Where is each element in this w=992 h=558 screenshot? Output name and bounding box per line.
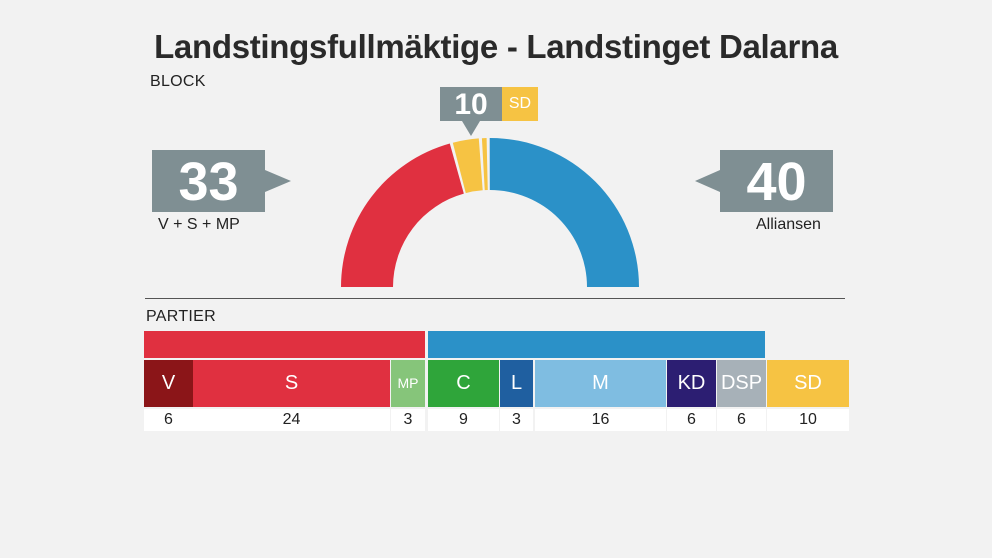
party-seats-c: 9 xyxy=(428,409,499,431)
right-block-seats: 40 xyxy=(720,150,833,212)
left-block-caption: V + S + MP xyxy=(158,216,240,233)
divider-line xyxy=(145,298,845,299)
chart-title: Landstingsfullmäktige - Landstinget Dala… xyxy=(154,28,838,65)
party-seats-kd: 6 xyxy=(667,409,716,431)
group-bar-blue xyxy=(428,331,765,358)
sd-block-seats: 10 xyxy=(440,87,502,121)
party-bar-s: S xyxy=(193,360,390,407)
right-block-caption: Alliansen xyxy=(756,216,821,233)
party-bar-mp: MP xyxy=(391,360,425,407)
party-bar-v: V xyxy=(144,360,193,407)
party-bar-l: L xyxy=(500,360,533,407)
hemicycle-segment-red-block xyxy=(341,143,464,287)
hemicycle-segment-blue-block xyxy=(489,138,639,287)
party-seats-v: 6 xyxy=(144,409,193,431)
hemicycle-segment-sd-sliver xyxy=(481,138,488,191)
hemicycle-chart xyxy=(341,138,639,287)
party-bar-c: C xyxy=(428,360,499,407)
block-section-label: BLOCK xyxy=(150,73,206,90)
party-seats-sd: 10 xyxy=(767,409,849,431)
group-bar-red xyxy=(144,331,425,358)
party-bar-m: M xyxy=(535,360,666,407)
party-bar-sd: SD xyxy=(767,360,849,407)
parties-section-label: PARTIER xyxy=(146,308,216,325)
party-seats-m: 16 xyxy=(535,409,666,431)
right-block-arrow xyxy=(695,170,720,192)
party-bar-kd: KD xyxy=(667,360,716,407)
party-seats-s: 24 xyxy=(193,409,390,431)
party-seats-mp: 3 xyxy=(391,409,425,431)
sd-callout-arrow xyxy=(462,121,480,136)
sd-block-name: SD xyxy=(502,87,538,121)
left-block-arrow xyxy=(265,170,291,192)
party-seats-dsp: 6 xyxy=(717,409,766,431)
hemicycle-segment-sd xyxy=(452,138,483,194)
party-bar-dsp: DSP xyxy=(717,360,766,407)
left-block-seats: 33 xyxy=(152,150,265,212)
party-seats-l: 3 xyxy=(500,409,533,431)
